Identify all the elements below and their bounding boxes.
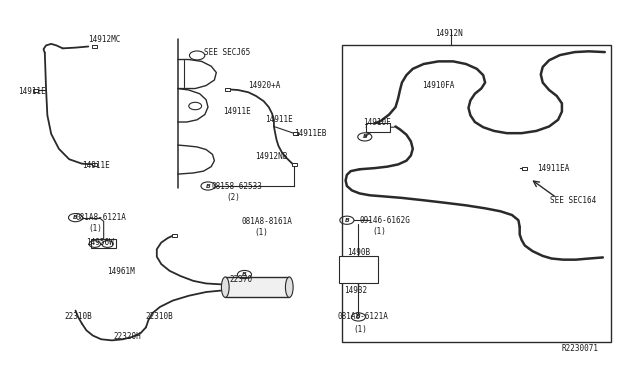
- Text: B: B: [205, 183, 211, 189]
- Text: 22370: 22370: [229, 275, 252, 284]
- Bar: [225, 277, 289, 298]
- Bar: [522, 167, 527, 170]
- Text: (1): (1): [353, 325, 367, 334]
- Text: 14911E: 14911E: [18, 87, 45, 96]
- Text: 22320H: 22320H: [114, 332, 141, 341]
- Text: 14912NB: 14912NB: [255, 153, 287, 161]
- Text: 1490B: 1490B: [347, 248, 370, 257]
- Bar: [292, 163, 297, 166]
- Text: B: B: [356, 314, 361, 320]
- Bar: [342, 45, 611, 342]
- Ellipse shape: [221, 277, 229, 298]
- Text: 14920+A: 14920+A: [248, 81, 281, 90]
- Text: 14911E: 14911E: [266, 115, 293, 124]
- Text: (1): (1): [255, 228, 269, 237]
- Bar: [293, 132, 298, 135]
- Text: 22310B: 22310B: [146, 312, 173, 321]
- Text: (1): (1): [372, 227, 387, 236]
- Text: 14911EB: 14911EB: [294, 129, 327, 138]
- Text: 081A8-8161A: 081A8-8161A: [242, 217, 292, 226]
- Text: (1): (1): [88, 224, 102, 233]
- Text: B: B: [242, 272, 247, 277]
- Bar: [339, 256, 378, 283]
- Text: SEE SECJ65: SEE SECJ65: [204, 48, 250, 57]
- Text: (2): (2): [226, 193, 240, 202]
- Text: 14910F: 14910F: [363, 118, 390, 127]
- Bar: [172, 234, 177, 237]
- Text: 14911E: 14911E: [82, 161, 109, 170]
- Text: SEE SEC164: SEE SEC164: [550, 196, 596, 205]
- Text: 14911E: 14911E: [223, 107, 250, 116]
- Bar: [91, 239, 116, 248]
- Text: 22310B: 22310B: [64, 312, 92, 321]
- Text: 14912MC: 14912MC: [88, 35, 121, 44]
- Text: 081A8-6121A: 081A8-6121A: [76, 213, 126, 222]
- Bar: [92, 45, 97, 48]
- Bar: [92, 163, 97, 166]
- Bar: [33, 89, 38, 92]
- Text: 14912N: 14912N: [435, 29, 463, 38]
- Text: 14961M: 14961M: [108, 267, 135, 276]
- Text: 081A8-6121A: 081A8-6121A: [338, 312, 388, 321]
- Text: 14932: 14932: [344, 286, 367, 295]
- Text: B: B: [362, 134, 367, 140]
- Bar: [225, 88, 230, 91]
- Text: 14910FA: 14910FA: [422, 81, 455, 90]
- Text: B: B: [73, 215, 78, 220]
- Text: 09146-6162G: 09146-6162G: [360, 216, 410, 225]
- Bar: [366, 123, 390, 132]
- Text: R2230071: R2230071: [562, 344, 599, 353]
- Text: 08158-62533: 08158-62533: [211, 182, 262, 190]
- Text: B: B: [344, 218, 349, 223]
- Text: 14911EA: 14911EA: [538, 164, 570, 173]
- Ellipse shape: [285, 277, 293, 298]
- Text: 14956W: 14956W: [86, 238, 114, 247]
